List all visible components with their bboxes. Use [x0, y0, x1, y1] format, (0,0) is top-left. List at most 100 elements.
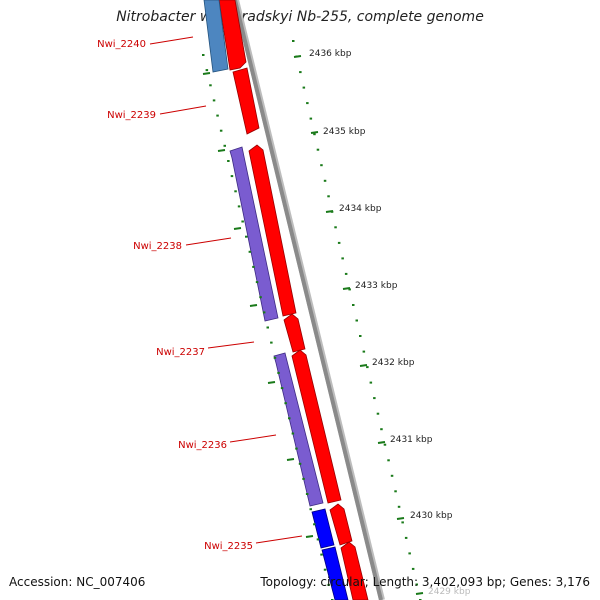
- gene-leader-nwi-2236: [229, 434, 277, 443]
- minor-tick-outer-dot: [320, 164, 323, 167]
- minor-tick-inner-dot: [327, 583, 330, 586]
- gene-leader-nwi-2238: [185, 237, 232, 246]
- minor-tick-inner-dot: [255, 281, 259, 284]
- genome-summary-text: Topology: circular; Length: 3,402,093 bp…: [260, 575, 590, 589]
- minor-tick-inner-dot: [234, 190, 237, 193]
- gene-leader-nwi-2239: [159, 105, 207, 115]
- scale-label: 2431 kbp: [390, 435, 433, 445]
- minor-tick-outer-dot: [306, 102, 309, 105]
- minor-tick-outer-dot: [302, 86, 306, 89]
- inner-tick-1: [202, 72, 211, 75]
- minor-ticks-inner: [202, 54, 334, 600]
- minor-tick-inner-dot: [227, 160, 230, 162]
- gene-label-nwi-2237[interactable]: Nwi_2237: [156, 347, 205, 358]
- reverse-cds-7[interactable]: [321, 546, 349, 600]
- forward-cds-4[interactable]: [329, 503, 353, 546]
- backbone: [233, 0, 383, 600]
- minor-tick-inner-dot: [320, 553, 323, 556]
- scale-label: 2436 kbp: [309, 49, 352, 59]
- minor-tick-inner-dot: [291, 432, 295, 435]
- minor-tick-outer-dot: [387, 459, 390, 462]
- minor-tick-outer-dot: [316, 148, 320, 151]
- forward-cds-1[interactable]: [218, 0, 247, 71]
- minor-tick-inner-dot: [270, 341, 273, 344]
- minor-tick-outer-dot: [376, 412, 380, 415]
- minor-tick-inner-dot: [248, 250, 252, 253]
- minor-tick-outer-dot: [362, 350, 366, 353]
- reverse-cds-nwi-2240[interactable]: [203, 0, 229, 73]
- gene-label-nwi-2235[interactable]: Nwi_2235: [204, 541, 253, 552]
- minor-tick-inner-dot: [241, 220, 244, 223]
- forward-cds-2[interactable]: [248, 144, 297, 317]
- minor-tick-outer-dot: [373, 397, 376, 400]
- minor-tick-outer-dot: [415, 583, 418, 586]
- minor-tick-inner-dot: [209, 84, 212, 87]
- gene-label-nwi-2240[interactable]: Nwi_2240: [97, 39, 146, 50]
- minor-tick-inner-dot: [273, 356, 277, 359]
- minor-tick-inner-dot: [305, 493, 309, 495]
- scale-label: 2433 kbp: [355, 281, 398, 291]
- minor-tick-outer-dot: [383, 443, 387, 446]
- gene-label-nwi-2238[interactable]: Nwi_2238: [133, 241, 182, 252]
- major-tick-2433: [342, 287, 351, 290]
- minor-tick-inner-dot: [295, 447, 298, 450]
- minor-tick-outer-dot: [411, 567, 415, 570]
- reverse-cds-nwi-2238[interactable]: [229, 146, 279, 322]
- forward-cds-5[interactable]: [340, 541, 369, 600]
- minor-tick-inner-dot: [230, 175, 234, 178]
- gene-leader-nwi-2240: [149, 36, 194, 45]
- forward-cds-3[interactable]: [291, 349, 342, 504]
- minor-tick-outer-dot: [380, 428, 383, 431]
- minor-tick-outer-dot: [366, 366, 369, 369]
- minor-tick-inner-dot: [266, 326, 269, 329]
- minor-tick-inner-dot: [277, 371, 280, 374]
- minor-tick-outer-dot: [323, 179, 327, 182]
- minor-tick-inner-dot: [313, 523, 316, 526]
- minor-tick-inner-dot: [252, 265, 255, 268]
- minor-tick-inner-dot: [284, 402, 287, 405]
- scale-label: 2432 kbp: [372, 358, 415, 368]
- minor-tick-inner-dot: [262, 311, 266, 314]
- minor-tick-outer-dot: [369, 381, 373, 384]
- minor-tick-outer-dot: [355, 319, 358, 322]
- gene-label-nwi-2239[interactable]: Nwi_2239: [107, 110, 156, 121]
- gene-leader-nwi-2235: [255, 535, 303, 544]
- reverse-cds-nwi-2236[interactable]: [273, 352, 324, 507]
- inner-tick-4: [249, 304, 258, 307]
- minor-tick-outer-dot: [309, 117, 313, 120]
- minor-tick-outer-dot: [390, 474, 394, 477]
- minor-tick-outer-dot: [327, 195, 330, 198]
- reverse-cds-nwi-2235[interactable]: [311, 508, 335, 549]
- inner-tick-3: [233, 227, 242, 230]
- inner-tick-6: [286, 458, 295, 461]
- inner-tick-2: [217, 149, 226, 152]
- minor-tick-outer-dot: [341, 257, 344, 260]
- minor-tick-inner-dot: [323, 568, 327, 571]
- minor-tick-inner-dot: [205, 69, 209, 72]
- minor-tick-outer-dot: [313, 133, 316, 136]
- minor-tick-outer-dot: [299, 71, 302, 74]
- minor-tick-outer-dot: [401, 521, 404, 524]
- accession-text: Accession: NC_007406: [9, 575, 146, 589]
- scale-label-faded: 2429 kbp: [428, 587, 471, 597]
- minor-tick-outer-dot: [408, 552, 411, 555]
- minor-tick-outer-dot: [337, 241, 341, 244]
- major-tick-2434: [325, 210, 334, 213]
- minor-tick-inner-dot: [216, 114, 219, 117]
- minor-tick-inner-dot: [309, 508, 312, 511]
- minor-tick-inner-dot: [259, 296, 262, 299]
- minor-tick-outer-dot: [352, 304, 355, 306]
- major-tick-2435: [310, 131, 319, 134]
- minor-tick-outer-dot: [404, 536, 408, 539]
- major-tick-2432: [359, 364, 368, 367]
- forward-cds-nwi-2239[interactable]: [232, 67, 260, 135]
- forward-cds-nwi-2237[interactable]: [283, 313, 306, 353]
- minor-tick-inner-dot: [316, 538, 320, 541]
- major-tick-2431: [377, 441, 386, 444]
- minor-tick-inner-dot: [237, 205, 241, 208]
- minor-tick-inner-dot: [219, 129, 223, 132]
- minor-tick-outer-dot: [397, 505, 401, 508]
- gene-label-nwi-2236[interactable]: Nwi_2236: [178, 440, 227, 451]
- major-tick-2436: [293, 55, 302, 58]
